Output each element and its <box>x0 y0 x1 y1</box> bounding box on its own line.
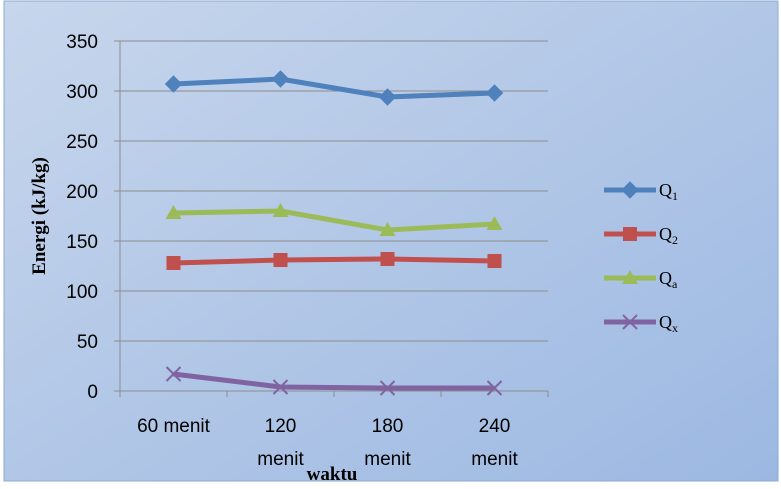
x-tick-label: 60 menit <box>137 416 211 437</box>
data-point-triangle <box>486 216 503 230</box>
data-point-square <box>273 253 288 267</box>
data-point-diamond <box>271 70 290 88</box>
x-axis: 60 menit 120 menit 180 menit 240 menit <box>119 391 549 470</box>
series-q1 <box>164 70 504 106</box>
x-tick-label: 240 menit <box>471 416 518 470</box>
data-point-x <box>486 380 503 396</box>
data-point-x <box>379 380 396 396</box>
y-tick-label: 150 <box>66 232 98 253</box>
series-line <box>173 208 495 233</box>
legend-item: Q2 <box>604 224 678 247</box>
y-axis-title: Energi (kJ/kg) <box>29 157 50 275</box>
data-point-triangle <box>272 203 289 217</box>
x-axis-title: waktu <box>307 464 358 484</box>
data-point-x <box>272 379 289 395</box>
data-point-x <box>622 314 638 330</box>
gridlines <box>114 40 548 392</box>
series-line <box>173 256 495 266</box>
y-tick-label: 200 <box>66 182 98 203</box>
data-point-diamond <box>164 75 183 93</box>
data-point-x <box>165 366 182 382</box>
data-point-square <box>380 252 395 266</box>
series-q2 <box>166 252 502 270</box>
x-tick-label: 120 menit <box>257 416 304 470</box>
data-point-triangle <box>379 222 396 236</box>
x-tick-label: 180 menit <box>364 416 411 470</box>
data-point-square <box>623 227 637 241</box>
data-point-triangle <box>622 270 638 284</box>
y-axis: 0 50 100 150 200 250 300 350 <box>66 32 121 403</box>
y-tick-label: 250 <box>66 132 98 153</box>
series-qa <box>165 203 503 236</box>
series-line <box>173 371 495 391</box>
y-tick-label: 300 <box>66 82 98 103</box>
y-tick-label: 0 <box>87 382 98 403</box>
y-tick-label: 50 <box>77 332 98 353</box>
data-point-triangle <box>165 205 182 219</box>
series-line <box>173 76 495 100</box>
data-point-diamond <box>378 88 397 106</box>
data-point-diamond <box>621 181 639 199</box>
y-tick-label: 100 <box>66 282 98 303</box>
data-point-diamond <box>485 84 504 102</box>
data-point-square <box>166 256 181 270</box>
data-point-square <box>487 254 502 268</box>
y-tick-label: 350 <box>66 32 98 53</box>
legend-item: Qa <box>604 268 678 291</box>
series-qx <box>165 366 503 396</box>
series-group <box>164 70 504 396</box>
